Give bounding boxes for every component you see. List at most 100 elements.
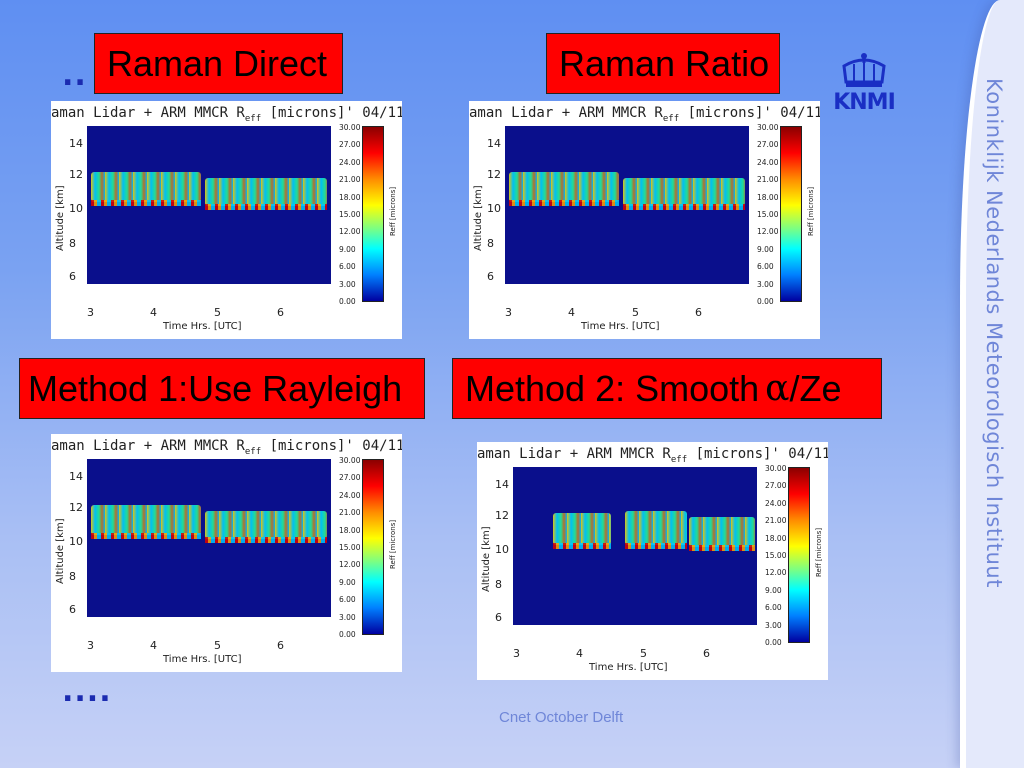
plot-title-part: aman Lidar + ARM MMCR R xyxy=(469,105,663,121)
label-method2: Method 2: Smooth α/Ze xyxy=(452,358,882,419)
colorbar-tick: 18.00 xyxy=(339,525,361,535)
colorbar-tick: 18.00 xyxy=(339,192,361,202)
colorbar-tick: 12.00 xyxy=(757,227,779,237)
colorbar-tick: 3.00 xyxy=(765,620,782,630)
colorbar-label: Reff [microns] xyxy=(815,527,823,577)
y-axis-label: Altitude [km] xyxy=(481,526,492,592)
colorbar-tick: 18.00 xyxy=(757,192,779,202)
colorbar-tick: 0.00 xyxy=(757,297,774,306)
x-tick-label: 5 xyxy=(632,306,639,319)
plot-area xyxy=(513,467,757,641)
y-tick-label: 6 xyxy=(69,270,76,283)
plot-title-part: [microns]' 04/11/20 xyxy=(687,105,820,121)
plot-title-part: [microns]' 04/11/20 xyxy=(695,446,828,462)
x-tick-label: 3 xyxy=(87,639,94,652)
y-tick-label: 10 xyxy=(495,543,509,556)
x-axis-label: Time Hrs. [UTC] xyxy=(589,662,668,673)
x-axis-label: Time Hrs. [UTC] xyxy=(581,321,660,332)
plot-area xyxy=(87,459,331,633)
colorbar-tick: 24.00 xyxy=(757,157,779,167)
colorbar-tick: 30.00 xyxy=(765,464,787,473)
colorbar-tick: 9.00 xyxy=(339,244,356,254)
logo-text: KNMI xyxy=(833,90,896,115)
y-tick-label: 12 xyxy=(69,501,83,514)
colorbar-label: Reff [microns] xyxy=(389,519,397,569)
plot-area xyxy=(87,126,331,300)
y-tick-label: 12 xyxy=(487,168,501,181)
x-axis-label: Time Hrs. [UTC] xyxy=(163,321,242,332)
y-tick-label: 6 xyxy=(495,611,502,624)
colorbar-tick: 15.00 xyxy=(765,551,787,560)
y-axis-label: Altitude [km] xyxy=(473,185,484,251)
cloud-region xyxy=(205,511,327,543)
knmi-logo: KNMI xyxy=(824,52,904,115)
colorbar-tick: 18.00 xyxy=(765,533,787,543)
colorbar-tick: 3.00 xyxy=(339,279,356,289)
colorbar-tick: 27.00 xyxy=(757,140,779,150)
plot-title-part: eff xyxy=(244,446,262,457)
colorbar-tick: 12.00 xyxy=(339,227,361,237)
colorbar-tick: 6.00 xyxy=(339,595,356,605)
y-axis-label: Altitude [km] xyxy=(55,185,66,251)
colorbar-tick: 21.00 xyxy=(339,508,361,518)
method2-prefix: Method 2: Smooth xyxy=(465,367,760,409)
colorbar-tick: 30.00 xyxy=(339,456,361,465)
colorbar-tick: 9.00 xyxy=(757,244,774,254)
x-tick-label: 5 xyxy=(640,647,647,660)
plot-area xyxy=(505,126,749,300)
colorbar-tick: 27.00 xyxy=(765,481,787,491)
y-tick-label: 12 xyxy=(69,168,83,181)
colorbar-tick: 15.00 xyxy=(757,210,779,219)
plot-title: aman Lidar + ARM MMCR Reff [microns]' 04… xyxy=(51,438,402,457)
colorbar xyxy=(362,459,384,635)
x-tick-label: 6 xyxy=(277,639,284,652)
dots-top: .. xyxy=(62,58,87,93)
y-tick-label: 14 xyxy=(69,137,83,150)
x-tick-label: 3 xyxy=(87,306,94,319)
colorbar-tick: 30.00 xyxy=(339,123,361,132)
y-tick-label: 12 xyxy=(495,509,509,522)
colorbar xyxy=(362,126,384,302)
x-tick-label: 5 xyxy=(214,639,221,652)
colorbar-tick: 12.00 xyxy=(765,568,787,578)
colorbar-tick: 6.00 xyxy=(757,262,774,272)
colorbar-tick: 30.00 xyxy=(757,123,779,132)
plot-title-part: [microns]' 04/11/20 xyxy=(269,438,402,454)
plot-title-part: eff xyxy=(670,454,688,465)
no-data-band xyxy=(87,284,331,300)
y-tick-label: 14 xyxy=(487,137,501,150)
colorbar-tick: 15.00 xyxy=(339,210,361,219)
plot-title: aman Lidar + ARM MMCR Reff [microns]' 04… xyxy=(477,446,828,465)
label-raman-ratio: Raman Ratio xyxy=(546,33,780,94)
colorbar-label: Reff [microns] xyxy=(389,186,397,236)
institute-name: Koninklijk Nederlands Meteorologisch Ins… xyxy=(982,78,1006,588)
y-tick-label: 8 xyxy=(487,237,494,250)
colorbar-tick: 24.00 xyxy=(339,490,361,500)
colorbar-tick: 0.00 xyxy=(339,297,356,306)
side-panel xyxy=(960,0,1024,768)
no-data-band xyxy=(513,625,757,641)
y-tick-label: 8 xyxy=(69,237,76,250)
dots-bottom: .... xyxy=(62,674,112,709)
plot-title-part: aman Lidar + ARM MMCR R xyxy=(477,446,671,462)
label-raman-direct: Raman Direct xyxy=(94,33,343,94)
plot-title: aman Lidar + ARM MMCR Reff [microns]' 04… xyxy=(469,105,820,124)
colorbar-tick: 15.00 xyxy=(339,543,361,552)
colorbar-tick: 27.00 xyxy=(339,473,361,483)
method2-alpha: α xyxy=(765,367,790,409)
colorbar-tick: 3.00 xyxy=(339,612,356,622)
colorbar-tick: 24.00 xyxy=(339,157,361,167)
colorbar-tick: 9.00 xyxy=(339,577,356,587)
colorbar-tick: 27.00 xyxy=(339,140,361,150)
y-tick-label: 14 xyxy=(69,470,83,483)
colorbar-tick: 21.00 xyxy=(765,516,787,526)
x-tick-label: 4 xyxy=(568,306,575,319)
x-tick-label: 6 xyxy=(695,306,702,319)
x-tick-label: 4 xyxy=(150,306,157,319)
x-tick-label: 3 xyxy=(513,647,520,660)
cloud-region xyxy=(91,505,201,539)
cloud-region xyxy=(553,513,611,549)
x-axis-label: Time Hrs. [UTC] xyxy=(163,654,242,665)
x-tick-label: 5 xyxy=(214,306,221,319)
x-tick-label: 6 xyxy=(703,647,710,660)
